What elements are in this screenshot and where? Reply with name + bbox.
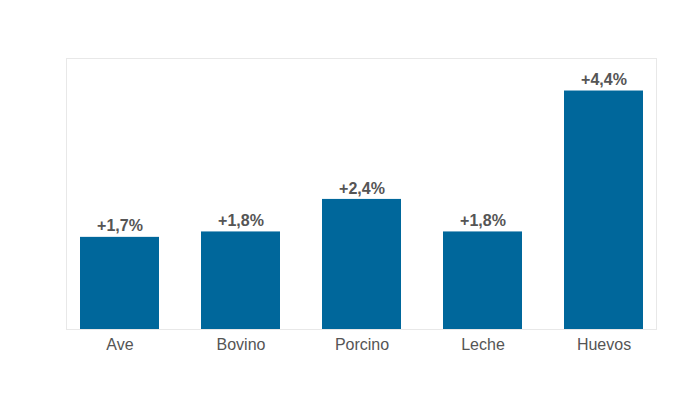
svg-text:Bovino: Bovino (217, 336, 266, 353)
svg-text:Leche: Leche (461, 336, 505, 353)
svg-text:+1,8%: +1,8% (460, 212, 506, 229)
svg-text:+4,4%: +4,4% (581, 71, 627, 88)
svg-text:+2,4%: +2,4% (339, 180, 385, 197)
svg-text:Huevos: Huevos (577, 336, 631, 353)
svg-text:+1,8%: +1,8% (218, 212, 264, 229)
svg-text:Ave: Ave (106, 336, 133, 353)
svg-text:+1,7%: +1,7% (97, 217, 143, 234)
svg-text:Porcino: Porcino (335, 336, 389, 353)
